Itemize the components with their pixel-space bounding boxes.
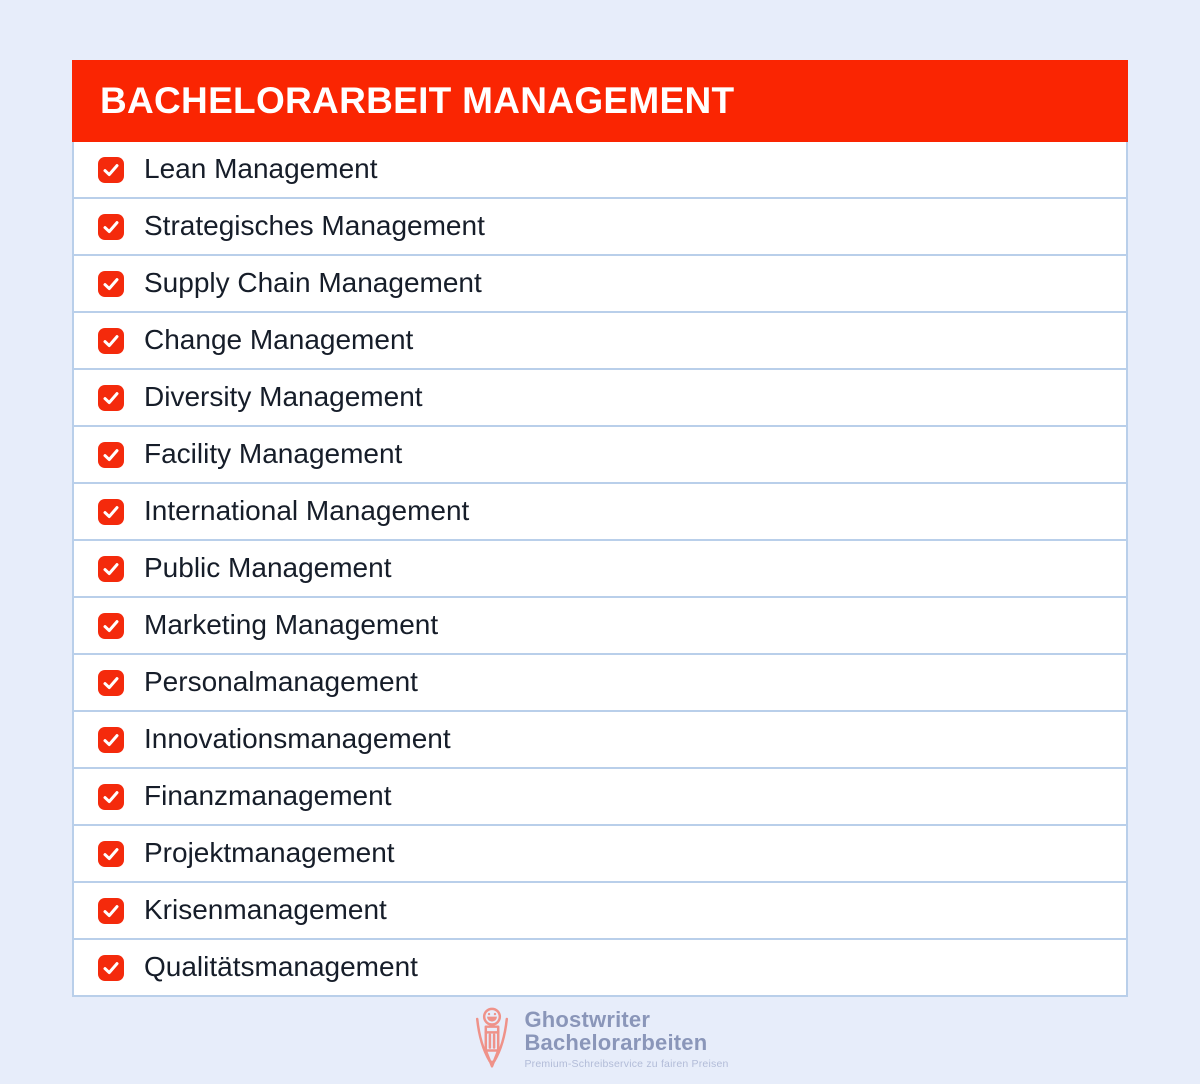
page-title: BACHELORARBEIT MANAGEMENT [100,80,735,121]
checkbox-checked-icon[interactable] [98,270,124,297]
list-item: Diversity Management [74,370,1126,427]
list-item-label: Projektmanagement [144,836,395,868]
list-item: Change Management [74,313,1126,370]
checkbox-checked-icon[interactable] [98,384,124,411]
checkbox-checked-icon[interactable] [98,669,124,696]
list-item-label: Finanzmanagement [144,779,392,811]
list-item-label: Facility Management [144,437,403,469]
list-item-label: Strategisches Management [144,209,485,241]
list-item-label: Qualitätsmanagement [144,950,418,982]
list-item-label: Public Management [144,551,392,583]
list-item: Strategisches Management [74,199,1126,256]
management-topics-table: BACHELORARBEIT MANAGEMENT Lean Managemen… [72,60,1128,997]
list-item-label: Diversity Management [144,380,423,412]
list-item: Krisenmanagement [74,883,1126,940]
table-header: BACHELORARBEIT MANAGEMENT [72,60,1128,142]
brand-name-line1: Ghostwriter [524,1007,651,1032]
checkbox-checked-icon[interactable] [98,213,124,240]
checkbox-checked-icon[interactable] [98,897,124,924]
list-item-label: Innovationsmanagement [144,722,451,754]
checkbox-checked-icon[interactable] [98,156,124,183]
list-item: Public Management [74,541,1126,598]
brand-name-line2: Bachelorarbeiten [524,1030,708,1055]
list-item: International Management [74,484,1126,541]
list-item-label: Krisenmanagement [144,893,387,925]
list-item: Finanzmanagement [74,769,1126,826]
list-item-label: Marketing Management [144,608,439,640]
list-item: Projektmanagement [74,826,1126,883]
list-item-label: Supply Chain Management [144,266,482,298]
list-item: Marketing Management [74,598,1126,655]
list-item: Lean Management [74,142,1126,199]
checkbox-checked-icon[interactable] [98,441,124,468]
list-item: Personalmanagement [74,655,1126,712]
list-item-label: Personalmanagement [144,665,418,697]
list-item-label: International Management [144,494,470,526]
ghostwriter-pencil-logo-icon [471,1004,513,1078]
list-item: Facility Management [74,427,1126,484]
checkbox-checked-icon[interactable] [98,840,124,867]
brand-tagline: Premium-Schreibservice zu fairen Preisen [524,1058,729,1070]
checkbox-checked-icon[interactable] [98,726,124,753]
list-item-label: Change Management [144,323,414,355]
brand-footer: Ghostwriter Bachelorarbeiten Premium-Sch… [0,1004,1200,1078]
brand-text-block: Ghostwriter Bachelorarbeiten Premium-Sch… [524,1004,728,1070]
checkbox-checked-icon[interactable] [98,327,124,354]
list-item: Innovationsmanagement [74,712,1126,769]
list-item: Qualitätsmanagement [74,940,1126,997]
topics-list: Lean Management Strategisches Management [72,142,1128,997]
checkbox-checked-icon[interactable] [98,555,124,582]
checkbox-checked-icon[interactable] [98,612,124,639]
checkbox-checked-icon[interactable] [98,783,124,810]
list-item-label: Lean Management [144,152,378,184]
checkbox-checked-icon[interactable] [98,498,124,525]
list-item: Supply Chain Management [74,256,1126,313]
checkbox-checked-icon[interactable] [98,954,124,981]
